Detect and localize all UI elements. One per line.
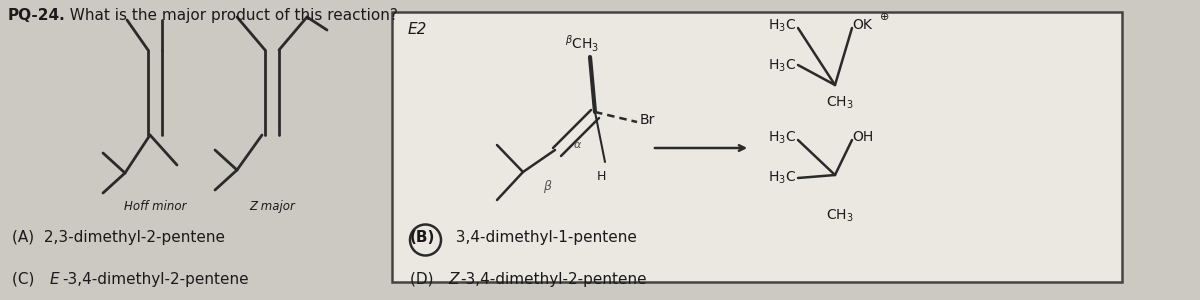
Text: PQ-24.: PQ-24.: [8, 8, 66, 23]
Text: H$_3$C: H$_3$C: [768, 170, 796, 186]
Text: (A)  2,3-dimethyl-2-pentene: (A) 2,3-dimethyl-2-pentene: [12, 230, 226, 245]
Text: ⊕: ⊕: [880, 12, 889, 22]
Text: E2: E2: [408, 22, 427, 37]
Text: (C): (C): [12, 272, 44, 287]
Text: CH$_3$: CH$_3$: [826, 95, 853, 111]
Text: CH$_3$: CH$_3$: [826, 208, 853, 224]
Text: -3,4-dimethyl-2-pentene: -3,4-dimethyl-2-pentene: [460, 272, 647, 287]
Text: Hoff minor: Hoff minor: [124, 200, 186, 213]
Text: Z: Z: [448, 272, 458, 287]
Text: E: E: [50, 272, 60, 287]
Bar: [392, 12, 1122, 282]
Text: H$_3$C: H$_3$C: [768, 18, 796, 34]
Text: H$_3$C: H$_3$C: [768, 130, 796, 146]
Text: -3,4-dimethyl-2-pentene: -3,4-dimethyl-2-pentene: [62, 272, 248, 287]
Text: $^{\beta}$CH$_3$: $^{\beta}$CH$_3$: [565, 34, 599, 54]
Text: H$_3$C: H$_3$C: [768, 58, 796, 74]
Text: $\beta$: $\beta$: [542, 178, 553, 195]
Text: 3,4-dimethyl-1-pentene: 3,4-dimethyl-1-pentene: [446, 230, 637, 245]
Text: (B): (B): [410, 230, 436, 245]
Text: Br: Br: [640, 113, 655, 127]
Text: H: H: [596, 170, 606, 183]
Text: Z major: Z major: [250, 200, 295, 213]
Text: OK: OK: [852, 18, 872, 32]
Text: (D): (D): [410, 272, 443, 287]
Text: What is the major product of this reaction?: What is the major product of this reacti…: [60, 8, 398, 23]
Text: OH: OH: [852, 130, 874, 144]
Text: $\alpha$: $\alpha$: [574, 140, 582, 150]
